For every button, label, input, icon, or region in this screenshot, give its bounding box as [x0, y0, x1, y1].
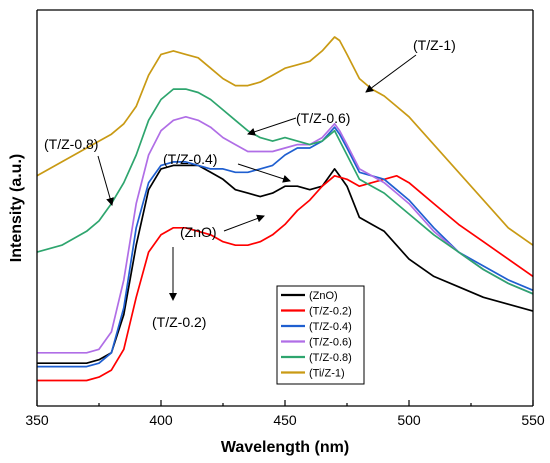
annotation-tz08-label: (T/Z-0.8) — [44, 136, 98, 152]
plot-lines — [36, 36, 534, 382]
legend-label-2: (T/Z-0.4) — [309, 321, 352, 333]
series-line-0 — [37, 164, 534, 365]
x-tick-label: 350 — [25, 412, 49, 428]
x-tick-label: 550 — [521, 412, 545, 428]
series-line-5 — [36, 36, 534, 246]
annotation-tz04-label: (T/Z-0.4) — [163, 151, 217, 167]
annotation-zno-label: (ZnO) — [180, 224, 217, 240]
legend-label-3: (T/Z-0.6) — [309, 337, 352, 349]
series-line-4 — [36, 88, 534, 295]
legend-label-1: (T/Z-0.2) — [309, 306, 352, 318]
legend-label-4: (T/Z-0.8) — [309, 352, 352, 364]
annotation-tz1-label: (T/Z-1) — [413, 37, 456, 53]
annotation-tz08-arrow — [97, 155, 114, 206]
x-axis-title: Wavelength (nm) — [221, 439, 349, 456]
annotation-zno-arrow — [223, 214, 265, 232]
annotation-tz06-arrow — [247, 117, 297, 136]
legend-box — [276, 285, 365, 385]
series-line-3 — [37, 115, 534, 354]
x-ticks: 350 400 450 500 550 — [25, 400, 545, 428]
annotation-tz1-arrow — [365, 54, 417, 93]
y-axis-title: Intensity (a.u.) — [8, 154, 25, 262]
x-tick-label: 500 — [397, 412, 421, 428]
annotation-tz02-label: (T/Z-0.2) — [152, 314, 206, 330]
legend-label-0: (ZnO) — [309, 290, 338, 302]
x-tick-label: 450 — [273, 412, 297, 428]
series-line-1 — [37, 174, 534, 382]
annotation-tz04-arrow — [237, 163, 291, 183]
series-line-2 — [37, 126, 534, 368]
annotations: (T/Z-1) (T/Z-0.6) (T/Z-0.8) (T/Z-0.4) (Z… — [44, 37, 456, 330]
legend-label-5: (Ti/Z-1) — [309, 368, 345, 380]
legend: (ZnO) (T/Z-0.2) (T/Z-0.4) (T/Z-0.6) (T/Z-0.8… — [276, 285, 365, 385]
x-tick-label: 400 — [149, 412, 173, 428]
annotation-tz06-label: (T/Z-0.6) — [296, 110, 350, 126]
